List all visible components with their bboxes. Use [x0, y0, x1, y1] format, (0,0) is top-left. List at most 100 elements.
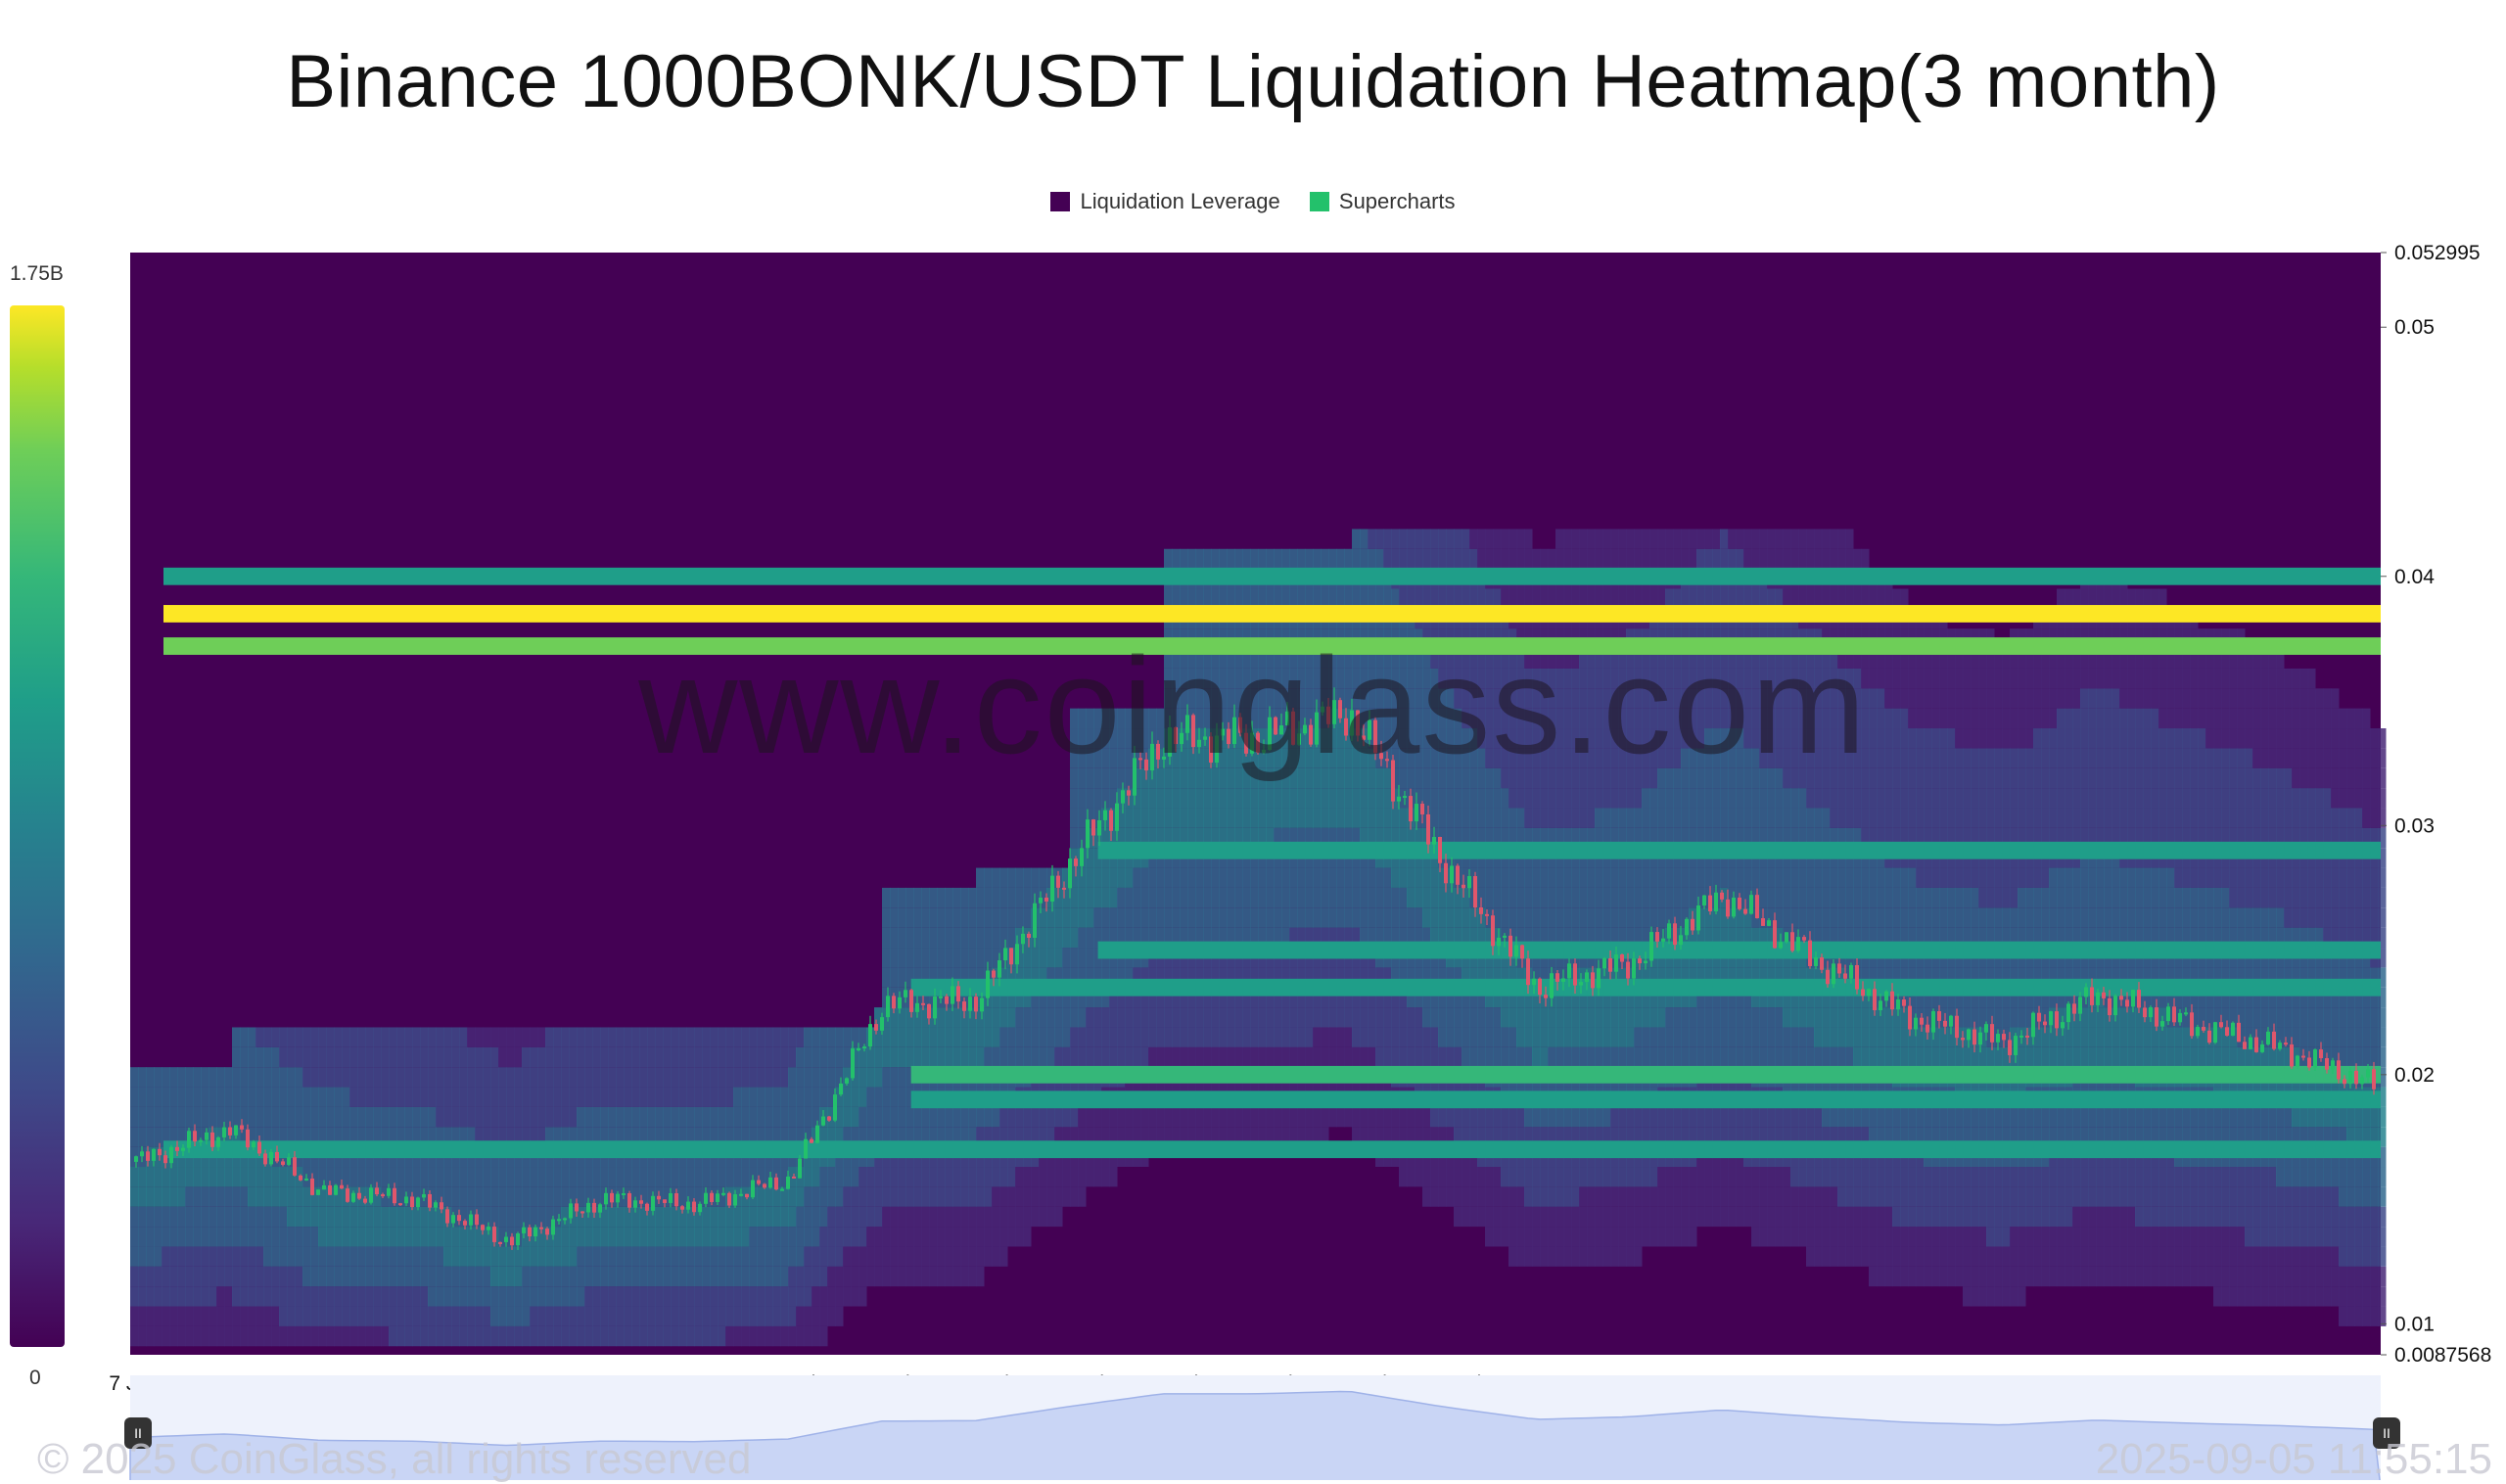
- heatmap-cell: [1579, 808, 1588, 828]
- heatmap-cell: [1477, 1206, 1486, 1228]
- heatmap-cell: [514, 1206, 523, 1228]
- heatmap-cell: [1015, 1106, 1024, 1128]
- heatmap-cell: [1007, 1106, 1016, 1128]
- heatmap-cell: [1587, 1186, 1596, 1207]
- heatmap-cell: [193, 1087, 202, 1107]
- heatmap-cell: [1751, 548, 1760, 570]
- heatmap-cell: [263, 1206, 272, 1228]
- heatmap-cell: [553, 1167, 562, 1187]
- heatmap-cell: [1790, 767, 1799, 789]
- heatmap-cell: [608, 1087, 617, 1107]
- heatmap-cell: [1109, 827, 1118, 849]
- legend-item-supercharts[interactable]: Supercharts: [1309, 189, 1456, 214]
- heatmap-cell: [624, 1027, 632, 1047]
- heatmap-cell: [130, 1127, 139, 1147]
- heatmap-cell: [1242, 867, 1251, 888]
- heatmap-cell: [1407, 987, 1415, 1008]
- heatmap-cell: [569, 1266, 578, 1287]
- heatmap-cell: [1798, 1007, 1807, 1028]
- heatmap-cell: [1696, 708, 1705, 729]
- heatmap-cell: [389, 1087, 397, 1107]
- heatmap-cell: [240, 1246, 249, 1267]
- heatmap-cell: [1681, 1186, 1690, 1207]
- heatmap-cell: [819, 1227, 828, 1247]
- heatmap-cell: [1274, 1106, 1282, 1128]
- heatmap-cell: [874, 1246, 883, 1267]
- heatmap-cell: [1540, 748, 1549, 768]
- heatmap-cell: [1610, 987, 1619, 1008]
- heatmap-cell: [1477, 529, 1486, 549]
- heatmap-cell: [1203, 548, 1212, 570]
- heatmap-cell: [169, 1246, 178, 1267]
- heatmap-cell: [1125, 708, 1134, 729]
- heatmap-cell: [1657, 1046, 1666, 1068]
- heatmap-cell: [1493, 1106, 1502, 1128]
- heatmap-cell: [1140, 1106, 1149, 1128]
- heatmap-cell: [326, 1186, 335, 1207]
- heatmap-cell: [749, 1306, 758, 1326]
- heatmap-cell: [209, 1266, 217, 1287]
- colorbar-max-label: 1.75B: [10, 262, 64, 285]
- heatmap-cell: [1469, 688, 1478, 709]
- heatmap-cell: [843, 1186, 852, 1207]
- heatmap-cell: [1657, 529, 1666, 549]
- heatmap-cell: [1187, 788, 1196, 809]
- heatmap-cell: [451, 1067, 460, 1088]
- heatmap-cell: [302, 1027, 311, 1047]
- heatmap-cell: [1274, 887, 1282, 908]
- heatmap-cell: [1383, 887, 1392, 908]
- heatmap-cell: [436, 1087, 444, 1107]
- heatmap-cell: [1610, 1106, 1619, 1128]
- heatmap-cell: [318, 1046, 327, 1068]
- heatmap-cell: [342, 1106, 350, 1128]
- heatmap-cell: [804, 1046, 812, 1068]
- heatmap-cell: [1595, 748, 1603, 768]
- heatmap-cell: [1195, 1027, 1204, 1047]
- heatmap-cell: [1642, 827, 1650, 849]
- heatmap-cell: [600, 1127, 609, 1147]
- heatmap-cell: [1313, 1027, 1322, 1047]
- heatmap-cell: [1180, 967, 1188, 988]
- heatmap-cell: [506, 1127, 515, 1147]
- legend-item-liquidation-leverage[interactable]: Liquidation Leverage: [1050, 189, 1280, 214]
- heatmap-cell: [1399, 1046, 1408, 1068]
- heatmap-cell: [757, 1106, 766, 1128]
- heatmap-cell: [1626, 967, 1635, 988]
- heatmap-cell: [1720, 688, 1729, 709]
- heatmap-cell: [1579, 1246, 1588, 1267]
- heatmap-cell: [1446, 548, 1455, 570]
- heatmap-cell: [1587, 788, 1596, 809]
- heatmap-cell: [357, 1027, 366, 1047]
- heatmap-cell: [577, 1067, 585, 1088]
- heatmap-cell: [1563, 927, 1572, 949]
- heatmap-cell: [1203, 688, 1212, 709]
- heatmap-cell: [1227, 987, 1235, 1008]
- heatmap-cell: [976, 1206, 985, 1228]
- heatmap-cell: [1266, 1106, 1275, 1128]
- heatmap-cell: [365, 1087, 374, 1107]
- heatmap-cell: [1626, 1106, 1635, 1128]
- heatmap-cell: [1728, 529, 1737, 549]
- heatmap-cell: [631, 1266, 640, 1287]
- heatmap-cell: [1133, 728, 1141, 749]
- heatmap-cell: [1117, 808, 1126, 828]
- heatmap-cell: [561, 1227, 570, 1247]
- heatmap-cell: [1532, 1007, 1541, 1028]
- heatmap-cell: [1704, 907, 1713, 928]
- heatmap-cell: [663, 1286, 672, 1307]
- heatmap-cell: [1743, 748, 1752, 768]
- heatmap-cell: [443, 1087, 452, 1107]
- heatmap-cell: [1689, 1186, 1697, 1207]
- heatmap-cell: [1501, 648, 1509, 669]
- heatmap-cell: [1187, 748, 1196, 768]
- heatmap-cell: [1360, 967, 1369, 988]
- heatmap-cell: [945, 1106, 953, 1128]
- heatmap-cell: [1469, 1007, 1478, 1028]
- heatmap-cell: [1407, 529, 1415, 549]
- heatmap-cell: [1485, 967, 1494, 988]
- heatmap-cell: [545, 1186, 554, 1207]
- heatmap-cell: [1736, 1046, 1744, 1068]
- heatmap-cell: [1642, 967, 1650, 988]
- heatmap-cell: [702, 1087, 711, 1107]
